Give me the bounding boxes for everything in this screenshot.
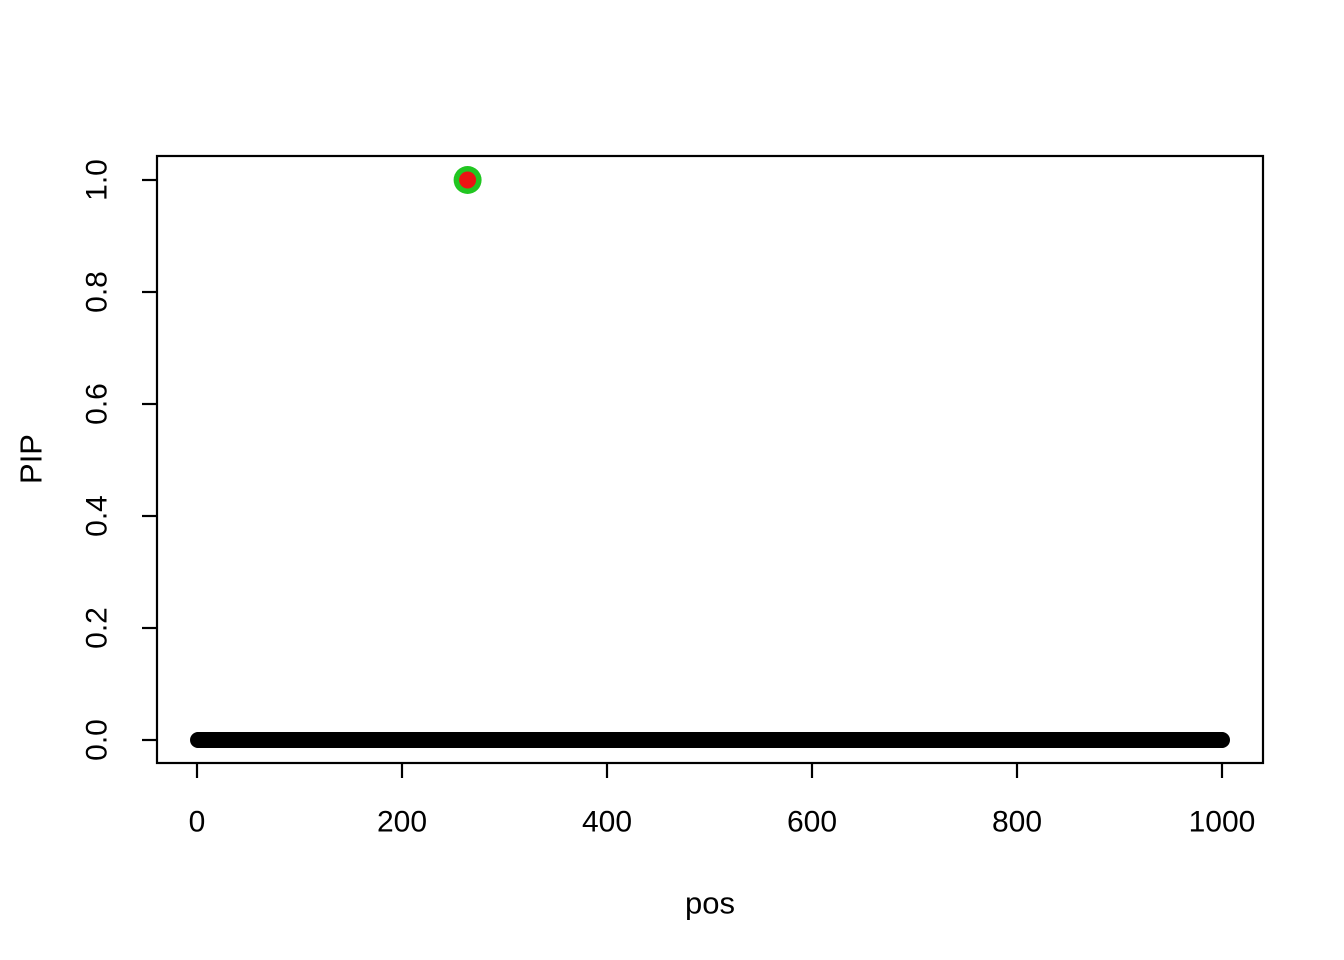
y-tick-label: 0.2 [81, 607, 114, 649]
y-tick-label: 0.6 [81, 383, 114, 425]
data-points [190, 166, 1230, 748]
y-tick-label: 1.0 [81, 159, 114, 201]
x-tick-label: 400 [582, 806, 632, 839]
x-tick-label: 1000 [1189, 806, 1256, 839]
plot-frame [155, 154, 1265, 765]
x-axis-label: pos [685, 886, 735, 921]
y-tick-label: 0.8 [81, 271, 114, 313]
y-axis-label: PIP [14, 434, 49, 484]
y-tick-label: 0.4 [81, 495, 114, 537]
y-tick-label: 0.0 [81, 719, 114, 761]
x-tick-label: 0 [189, 806, 206, 839]
x-tick-label: 600 [787, 806, 837, 839]
snp-pip-points-marker [1214, 732, 1230, 748]
highlight-dot-marker [459, 171, 477, 189]
x-tick-label: 200 [377, 806, 427, 839]
x-tick-label: 800 [992, 806, 1042, 839]
y-axis-ticks: 0.0 0.2 0.4 0.6 0.8 1.0 [81, 159, 157, 761]
x-axis-ticks: 0 200 400 600 800 1000 [189, 763, 1256, 839]
